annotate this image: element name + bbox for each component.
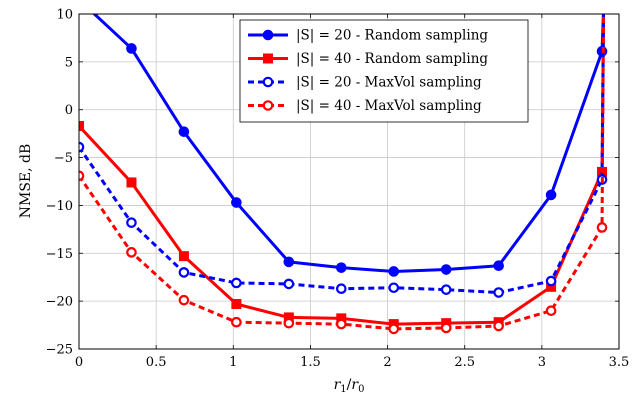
y-tick-label: 5 xyxy=(65,55,73,70)
x-tick-label: 0 xyxy=(75,355,83,370)
series-2-point xyxy=(178,251,189,262)
series-3-line xyxy=(79,14,606,295)
series-1-point xyxy=(283,256,295,268)
series-1-point xyxy=(545,189,557,201)
y-tick-label: −25 xyxy=(46,343,73,358)
x-tick-label: 1 xyxy=(229,355,237,370)
series-4-point xyxy=(596,222,608,233)
series-3-point xyxy=(335,283,347,294)
x-tick-label: 1.5 xyxy=(300,355,321,370)
series-3-point xyxy=(440,284,452,295)
legend-swatch-marker xyxy=(262,100,274,111)
series-3-point xyxy=(231,277,242,289)
series-1-point xyxy=(335,262,347,273)
series-4-point xyxy=(601,14,606,15)
series-1-point xyxy=(74,0,84,4)
series-1-line xyxy=(92,14,605,273)
series-1-point xyxy=(493,260,504,272)
plot-frame xyxy=(78,13,620,350)
x-axis-label: r1/r0 xyxy=(334,377,365,395)
series-1-point xyxy=(178,126,190,138)
legend-item: |S| = 40 - MaxVol sampling xyxy=(248,98,482,114)
series-4-point xyxy=(335,318,347,330)
series-4-point xyxy=(283,317,295,329)
series-4 xyxy=(79,14,608,335)
series-1-point xyxy=(231,197,242,208)
series-4-point xyxy=(231,316,242,328)
series-3-point xyxy=(283,278,295,290)
x-tick-label: 3.5 xyxy=(609,355,630,370)
series-4-point xyxy=(178,294,190,306)
series-3-point xyxy=(601,14,606,15)
series-4-line xyxy=(79,14,606,331)
y-tick-label: −20 xyxy=(46,295,73,310)
series-4-point xyxy=(126,247,137,258)
legend-swatch-marker xyxy=(262,76,274,88)
series-1-point xyxy=(440,264,452,275)
legend-swatch-marker xyxy=(262,29,274,41)
x-tick-label: 0.5 xyxy=(146,355,167,370)
y-tick-label: −5 xyxy=(54,151,73,166)
series-1-point xyxy=(601,14,606,15)
y-tick-label: −15 xyxy=(46,247,73,262)
series-2-line xyxy=(79,14,606,326)
legend-item: |S| = 20 - Random sampling xyxy=(248,28,488,44)
y-tick-label: −10 xyxy=(46,199,73,214)
series-4-point xyxy=(388,323,400,335)
series-4-point xyxy=(493,320,504,332)
series-2-point xyxy=(598,14,609,15)
y-tick-label: 10 xyxy=(56,8,73,23)
legend-box xyxy=(239,19,529,123)
series-3-point xyxy=(493,287,504,298)
legend: |S| = 20 - Random sampling |S| = 40 - Ran… xyxy=(239,19,529,123)
series-2-point xyxy=(79,120,84,131)
series-4-point xyxy=(545,305,557,317)
legend-label: |S| = 20 - MaxVol sampling xyxy=(296,75,482,91)
series-3-point xyxy=(178,267,190,278)
legend-item: |S| = 40 - Random sampling xyxy=(248,51,488,67)
series-2-point xyxy=(126,177,137,188)
legend-label: |S| = 40 - Random sampling xyxy=(296,51,488,67)
series-4-point xyxy=(440,322,452,334)
legend-label: |S| = 20 - Random sampling xyxy=(296,28,488,44)
ticks: 0 0.5 1 1.5 2 2.5 3 3.5 10 5 0 −5 −10 −15 −20 −25 xyxy=(46,8,630,371)
series-3-point xyxy=(126,217,137,228)
x-tick-label: 2 xyxy=(383,355,391,370)
legend-item: |S| = 20 - MaxVol sampling xyxy=(248,75,482,91)
x-tick-label: 3 xyxy=(538,355,546,370)
series-layer xyxy=(74,0,609,335)
x-tick-label: 2.5 xyxy=(454,355,475,370)
series-3-point xyxy=(388,282,400,294)
series-2-point xyxy=(231,299,242,310)
y-tick-label: 0 xyxy=(65,103,73,118)
legend-swatch-marker xyxy=(263,53,273,64)
series-1-point xyxy=(126,43,137,54)
series-1-point xyxy=(388,266,400,277)
legend-label: |S| = 40 - MaxVol sampling xyxy=(296,98,482,114)
series-3-point xyxy=(545,275,557,287)
y-axis-label: NMSE, dB xyxy=(18,144,34,219)
